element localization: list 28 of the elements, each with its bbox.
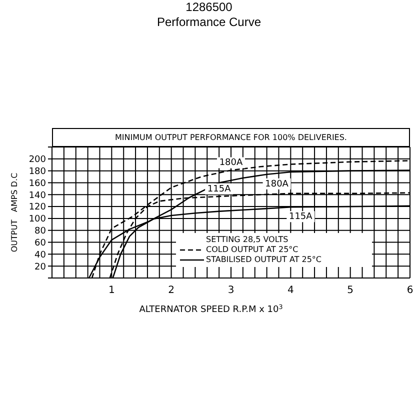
x-tick-label: 2	[168, 285, 175, 296]
y-tick-label: 80	[34, 226, 46, 237]
y-tick-label: 160	[28, 178, 46, 189]
y-axis-title: OUTPUT AMPS D.C	[10, 172, 20, 252]
annotation: STABILISED OUTPUT AT 25°C	[206, 255, 322, 265]
x-tick-label: 6	[406, 285, 414, 296]
text: MINIMUM OUTPUT PERFORMANCE FOR 100% DELIVERIES.	[52, 128, 410, 147]
annotation: COLD OUTPUT AT 25°C	[206, 245, 298, 255]
chart-subtitle: Performance Curve	[156, 15, 262, 30]
y-tick-label: 200	[28, 155, 46, 166]
y-tick-label: 20	[34, 262, 46, 272]
x-tick-label: 4	[287, 285, 294, 296]
x-tick-label: 1	[108, 285, 115, 296]
y-tick-label: 140	[28, 190, 46, 201]
x-axis-title: ALTERNATOR SPEED R.P.M x 10$^{3}$	[139, 304, 283, 315]
y-tick-label: 60	[34, 238, 46, 248]
y-tick-label: 100	[28, 214, 46, 225]
x-tick-label: 5	[347, 285, 354, 296]
annotation: SETTING 28,5 VOLTS	[205, 235, 290, 245]
series-label: 115A	[288, 212, 314, 222]
y-tick-label: 40	[34, 250, 46, 260]
x-tick-label: 3	[228, 285, 234, 296]
series-label: 115A	[207, 184, 232, 194]
series-label: 180A	[265, 179, 290, 190]
y-tick-label: 180	[28, 167, 46, 178]
chart-title: 1286500	[184, 0, 234, 15]
y-tick-label: 120	[28, 202, 46, 213]
series-label: 180A	[219, 158, 244, 168]
